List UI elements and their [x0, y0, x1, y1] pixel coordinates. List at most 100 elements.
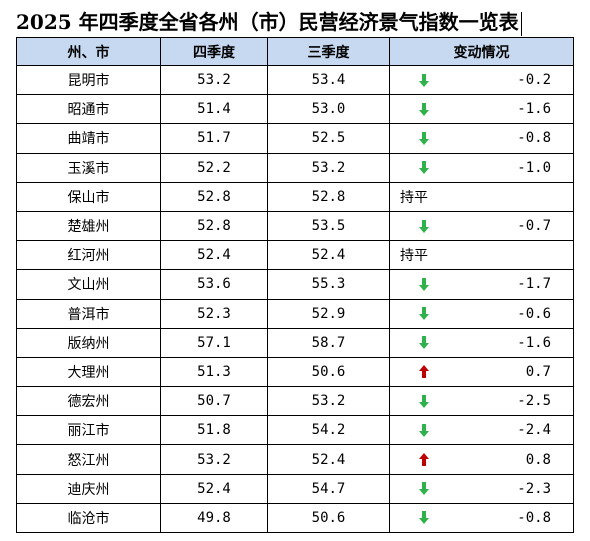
trend-cell [389, 502, 476, 534]
arrow-down-icon [419, 307, 429, 321]
page-title: 2025 年四季度全省各州（市）民营经济景气指数一览表 [16, 7, 576, 37]
header-q4: 四季度 [160, 37, 268, 66]
table-row: 迪庆州 52.4 54.7 -2.3 [16, 473, 574, 504]
region-cell: 保山市 [16, 181, 161, 212]
arrow-down-icon [419, 219, 429, 233]
region-cell: 怒江州 [16, 444, 161, 475]
arrow-down-icon [419, 394, 429, 408]
region-cell: 大理州 [16, 356, 161, 388]
region-cell: 玉溪市 [16, 152, 161, 183]
index-table: 州、市 四季度 三季度 变动情况 昆明市 53.2 53.4 -0.2 昭通市 51.4 5… [16, 37, 574, 534]
trend-cell: 持平 [389, 181, 476, 212]
q3-value-cell: 55.3 [267, 269, 390, 300]
table-row: 楚雄州 52.8 53.5 -0.7 [16, 210, 574, 242]
q4-value-cell: 57.1 [160, 327, 268, 358]
change-value-cell: -2.4 [475, 415, 574, 446]
region-cell: 文山州 [16, 269, 161, 300]
header-region: 州、市 [16, 37, 161, 66]
trend-cell [389, 386, 476, 417]
trend-cell [389, 444, 476, 475]
table-row: 文山州 53.6 55.3 -1.7 [16, 269, 574, 300]
table-row: 红河州 52.4 52.4 持平 [16, 240, 574, 271]
table-row: 保山市 52.8 52.8 持平 [16, 181, 574, 212]
region-cell: 普洱市 [16, 298, 161, 329]
arrow-down-icon [419, 73, 429, 87]
trend-cell [389, 356, 476, 388]
arrow-down-icon [419, 102, 429, 116]
trend-cell [389, 123, 476, 154]
title-text: 2025 年四季度全省各州（市）民营经济景气指数一览表 [16, 10, 519, 34]
change-value-cell: 0.8 [475, 444, 574, 475]
trend-cell [389, 94, 476, 125]
change-value-cell: -1.6 [475, 327, 574, 358]
q4-value-cell: 51.4 [160, 94, 268, 125]
table-row: 怒江州 53.2 52.4 0.8 [16, 444, 574, 475]
change-value-cell: -0.8 [475, 123, 574, 154]
change-value-cell: -0.8 [475, 502, 574, 534]
flat-label: 持平 [400, 248, 428, 265]
table-row: 曲靖市 51.7 52.5 -0.8 [16, 123, 574, 154]
region-cell: 楚雄州 [16, 210, 161, 242]
table-body: 昆明市 53.2 53.4 -0.2 昭通市 51.4 53.0 -1.6 曲靖市 51.7 52.… [16, 64, 574, 534]
trend-cell [389, 210, 476, 242]
arrow-down-icon [419, 277, 429, 291]
q3-value-cell: 53.2 [267, 386, 390, 417]
trend-cell [389, 152, 476, 183]
arrow-down-icon [419, 423, 429, 437]
trend-cell [389, 415, 476, 446]
q3-value-cell: 53.2 [267, 152, 390, 183]
arrow-down-icon [419, 336, 429, 350]
q4-value-cell: 52.2 [160, 152, 268, 183]
arrow-up-icon [419, 453, 429, 467]
region-cell: 临沧市 [16, 502, 161, 534]
region-cell: 红河州 [16, 240, 161, 271]
change-value-cell: -1.6 [475, 94, 574, 125]
table-row: 昆明市 53.2 53.4 -0.2 [16, 64, 574, 96]
table-header-row: 州、市 四季度 三季度 变动情况 [16, 37, 574, 66]
trend-cell: 持平 [389, 240, 476, 271]
q3-value-cell: 52.9 [267, 298, 390, 329]
change-value-cell [475, 240, 574, 271]
q4-value-cell: 53.2 [160, 444, 268, 475]
change-value-cell: -0.6 [475, 298, 574, 329]
trend-cell [389, 269, 476, 300]
q4-value-cell: 51.3 [160, 356, 268, 388]
change-value-cell: -1.7 [475, 269, 574, 300]
region-cell: 版纳州 [16, 327, 161, 358]
q3-value-cell: 53.5 [267, 210, 390, 242]
q4-value-cell: 49.8 [160, 502, 268, 534]
trend-cell [389, 473, 476, 504]
q3-value-cell: 52.8 [267, 181, 390, 212]
q3-value-cell: 50.6 [267, 356, 390, 388]
q3-value-cell: 52.5 [267, 123, 390, 154]
q3-value-cell: 58.7 [267, 327, 390, 358]
trend-cell [389, 64, 476, 96]
table-row: 大理州 51.3 50.6 0.7 [16, 356, 574, 388]
table-row: 普洱市 52.3 52.9 -0.6 [16, 298, 574, 329]
change-value-cell: -2.3 [475, 473, 574, 504]
header-change: 变动情况 [389, 37, 574, 66]
region-cell: 曲靖市 [16, 123, 161, 154]
q4-value-cell: 51.8 [160, 415, 268, 446]
q3-value-cell: 52.4 [267, 240, 390, 271]
q4-value-cell: 53.6 [160, 269, 268, 300]
arrow-down-icon [419, 161, 429, 175]
change-value-cell [475, 181, 574, 212]
q3-value-cell: 53.0 [267, 94, 390, 125]
region-cell: 昆明市 [16, 64, 161, 96]
table-row: 德宏州 50.7 53.2 -2.5 [16, 386, 574, 417]
q3-value-cell: 54.2 [267, 415, 390, 446]
trend-cell [389, 327, 476, 358]
q4-value-cell: 52.4 [160, 473, 268, 504]
q3-value-cell: 50.6 [267, 502, 390, 534]
q3-value-cell: 53.4 [267, 64, 390, 96]
q4-value-cell: 53.2 [160, 64, 268, 96]
arrow-down-icon [419, 482, 429, 496]
q4-value-cell: 52.3 [160, 298, 268, 329]
q4-value-cell: 51.7 [160, 123, 268, 154]
region-cell: 丽江市 [16, 415, 161, 446]
q3-value-cell: 54.7 [267, 473, 390, 504]
arrow-down-icon [419, 131, 429, 145]
table-row: 昭通市 51.4 53.0 -1.6 [16, 94, 574, 125]
q4-value-cell: 50.7 [160, 386, 268, 417]
